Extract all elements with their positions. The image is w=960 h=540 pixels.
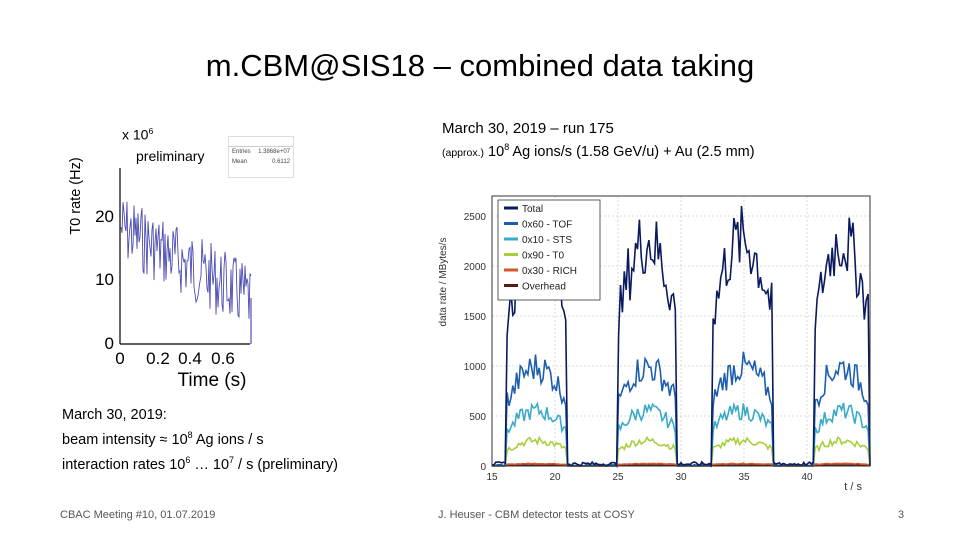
stats-mean-value: 0.6112 — [272, 159, 290, 165]
approx-note: (approx.) — [442, 146, 485, 159]
chart-xtick: 25 — [612, 472, 624, 483]
page-number: 3 — [898, 509, 905, 521]
chart-xtick: 40 — [801, 472, 813, 483]
left-xtick-06: 0.6 — [211, 349, 235, 368]
rates-exp1: 6 — [185, 454, 191, 465]
beam-pre: 10 — [484, 143, 505, 160]
chart-xtick: 30 — [675, 472, 687, 483]
left-xtick-02: 0.2 — [146, 349, 170, 368]
beam-post: Ag ions/s (1.58 GeV/u) + Au (2.5 mm) — [509, 143, 755, 160]
footer-center: J. Heuser - CBM detector tests at COSY — [438, 509, 635, 521]
slide-title: m.CBM@SIS18 – combined data taking — [205, 48, 755, 83]
left-ytick-10: 10 — [95, 270, 114, 289]
scale-exp: 6 — [148, 126, 154, 136]
rates-exp2: 7 — [229, 454, 235, 465]
summary-text: March 30, 2019: beam intensity ≈ 108 Ag … — [62, 405, 338, 475]
rates-mid: … 10 — [190, 456, 230, 473]
chart-ytick: 1500 — [464, 312, 487, 323]
legend-label: 0x60 - TOF — [522, 220, 572, 231]
chart-ytick: 0 — [480, 462, 486, 473]
legend-label: 0x10 - STS — [522, 235, 572, 246]
left-plot: 0 10 20 0 0.2 0.4 0.6 Time (s) — [95, 168, 252, 391]
stats-entries-label: Entries — [232, 149, 251, 155]
left-plot-scale: x 106 — [122, 126, 153, 143]
chart-frame — [491, 195, 871, 467]
beam-description: (approx.) 108 Ag ions/s (1.58 GeV/u) + A… — [442, 142, 755, 160]
legend-label: Overhead — [522, 282, 566, 293]
rates-pre: interaction rates 10 — [62, 456, 186, 473]
legend-label: 0x90 - T0 — [522, 251, 564, 262]
left-plot-trace — [120, 201, 252, 344]
stats-mean-row: Mean 0.6112 — [229, 157, 293, 167]
left-plot-stats-box: Entries 1.3868e+07 Mean 0.6112 — [228, 136, 294, 178]
left-plot-preliminary: preliminary — [136, 148, 205, 164]
summary-line-date: March 30, 2019: — [62, 407, 167, 423]
footer-left: CBAC Meeting #10, 01.07.2019 — [60, 509, 216, 521]
chart-ytick: 500 — [469, 412, 486, 423]
beam-exp: 8 — [504, 142, 510, 152]
chart-ytick: 2000 — [464, 262, 487, 273]
chart-ytick: 2500 — [464, 212, 487, 223]
stats-entries-value: 1.3868e+07 — [258, 149, 290, 155]
legend-label: 0x30 - RICH — [522, 266, 577, 277]
run-header: March 30, 2019 – run 175 — [442, 120, 614, 137]
left-ytick-0: 0 — [105, 334, 114, 353]
left-plot-ylabel-text: T0 rate (Hz) — [68, 157, 84, 235]
stats-entries-row: Entries 1.3868e+07 — [229, 147, 293, 157]
chart-legend — [497, 199, 601, 301]
chart-x-label: t / s — [844, 481, 862, 493]
legend-label: Total — [522, 204, 543, 215]
left-plot-ylabel: T0 rate (Hz) — [66, 150, 86, 250]
summary-line-rates: interaction rates 106 … 107 / s (prelimi… — [62, 450, 338, 475]
intensity-post: Ag ions / s — [192, 431, 264, 448]
stats-header — [229, 137, 293, 147]
left-ytick-20: 20 — [95, 207, 114, 226]
stats-mean-label: Mean — [232, 159, 248, 165]
left-xtick-0: 0 — [115, 349, 124, 368]
rates-post: / s (preliminary) — [234, 456, 338, 473]
chart-xtick: 20 — [549, 472, 561, 483]
chart-xtick: 15 — [486, 472, 498, 483]
summary-line-intensity: beam intensity ≈ 108 Ag ions / s — [62, 425, 338, 450]
chart-y-label: data rate / MBytes/s — [438, 238, 449, 327]
intensity-pre: beam intensity ≈ 10 — [62, 431, 188, 448]
chart-xtick: 35 — [738, 472, 750, 483]
intensity-exp: 8 — [187, 430, 193, 440]
left-xlabel: Time (s) — [178, 370, 247, 391]
chart-ytick: 1000 — [464, 362, 487, 373]
left-xtick-04: 0.4 — [178, 349, 202, 368]
data-rate-chart: 0 500 1000 1500 2000 2500 15 20 25 30 35 40 Total 0x… — [438, 195, 871, 493]
scale-prefix: x 10 — [122, 126, 149, 143]
